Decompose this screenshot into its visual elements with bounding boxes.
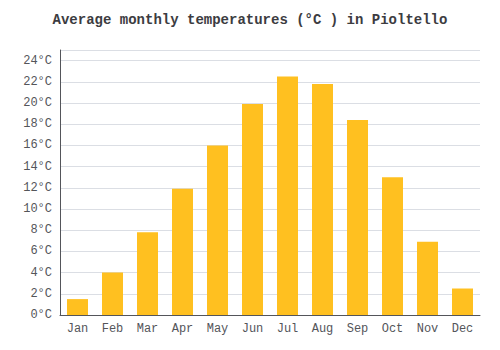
svg-text:10°C: 10°C [23,202,52,216]
svg-text:18°C: 18°C [23,117,52,131]
svg-text:May: May [207,322,229,336]
svg-text:Feb: Feb [102,322,124,336]
svg-text:Jul: Jul [277,322,299,336]
svg-text:12°C: 12°C [23,181,52,195]
svg-text:6°C: 6°C [30,244,52,258]
svg-text:16°C: 16°C [23,138,52,152]
svg-text:14°C: 14°C [23,160,52,174]
svg-text:22°C: 22°C [23,75,52,89]
svg-text:Oct: Oct [382,322,404,336]
svg-text:Jan: Jan [67,322,89,336]
svg-text:20°C: 20°C [23,96,52,110]
svg-text:Apr: Apr [172,322,194,336]
svg-text:Mar: Mar [137,322,159,336]
svg-text:Average monthly temperatures (: Average monthly temperatures (°C ) in Pi… [53,12,448,28]
svg-text:2°C: 2°C [30,287,52,301]
svg-text:Aug: Aug [312,322,334,336]
svg-text:8°C: 8°C [30,223,52,237]
svg-text:24°C: 24°C [23,54,52,68]
svg-text:Sep: Sep [347,322,369,336]
svg-text:Jun: Jun [242,322,264,336]
svg-text:Dec: Dec [452,322,474,336]
svg-text:4°C: 4°C [30,266,52,280]
svg-text:Nov: Nov [417,322,439,336]
svg-text:0°C: 0°C [30,308,52,322]
